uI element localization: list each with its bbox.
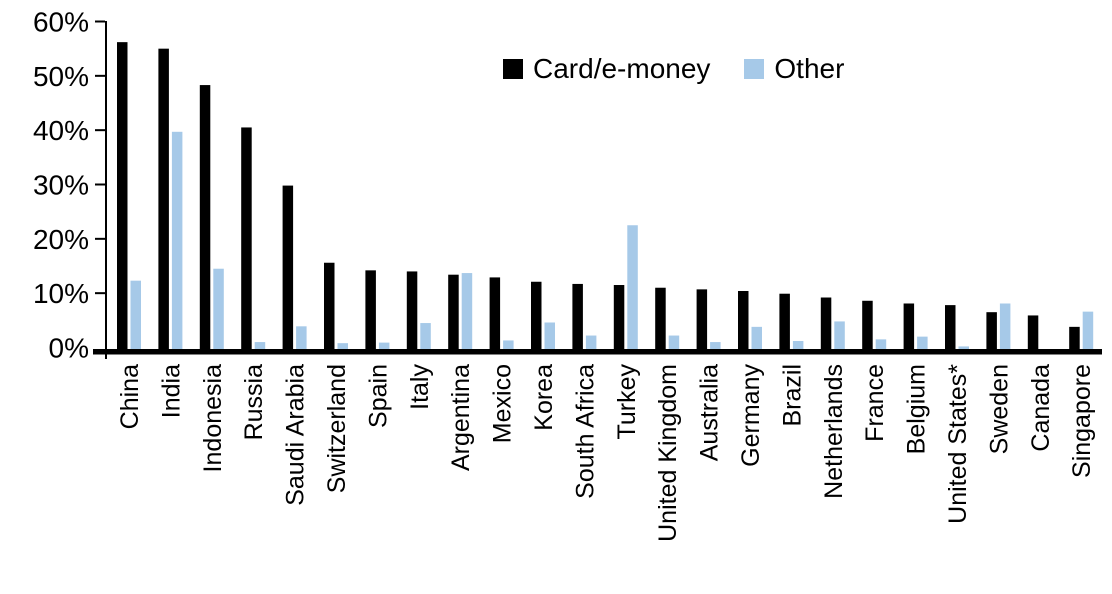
legend-label-other: Other [774,53,845,84]
bar-other [834,321,845,349]
bar-other [751,326,762,349]
category-label: Spain [364,364,392,428]
bar-other [254,342,266,349]
bar-card-e-money [903,303,915,349]
y-axis-label: 60% [33,7,89,38]
category-label: South Africa [571,364,599,499]
category-label: Belgium [903,364,931,454]
other-swatch-icon [744,59,765,79]
bar-other [958,346,969,349]
category-label: Indonesia [199,364,227,473]
y-axis-label: 30% [33,170,89,201]
category-label: China [116,364,144,429]
category-label: Korea [530,364,558,431]
y-axis-tick [95,237,105,240]
bar-other [171,131,183,349]
legend-item-card-e-money: Card/e-money [503,53,710,85]
bar-card-e-money [489,277,501,349]
bar-card-e-money [779,293,790,349]
y-axis-label: 10% [33,278,89,309]
category-label: India [157,364,185,418]
y-axis-tick [95,129,105,132]
bar-card-e-money [1069,326,1080,349]
bar-card-e-money [572,283,583,349]
bar-card-e-money [158,48,169,350]
bar-other [999,303,1011,349]
category-label: Russia [240,364,268,441]
bar-other [544,322,555,349]
category-label: Brazil [778,364,806,427]
bar-card-e-money [655,287,666,349]
bar-other [461,273,473,349]
legend-label-card-e-money: Card/e-money [533,53,711,84]
bar-other [875,339,887,349]
bar-other [668,335,680,349]
category-label: United States* [944,364,972,524]
bar-card-e-money [862,300,873,349]
y-axis-label: 20% [33,224,89,255]
bar-other [585,335,597,349]
bar-other [1082,311,1094,349]
category-label: Netherlands [820,364,848,499]
bar-other [710,342,721,349]
category-label: Germany [737,364,765,467]
category-label: Singapore [1068,364,1096,478]
category-label: Argentina [447,364,475,471]
y-axis-label: 0% [49,333,89,364]
y-axis-tick [95,183,105,186]
y-axis-label: 50% [33,61,89,92]
bar-other [337,343,348,349]
category-label: Italy [406,364,434,410]
bar-card-e-money [531,281,542,349]
bar-card-e-money [820,297,832,349]
bar-card-e-money [117,42,128,349]
y-axis-tick [95,20,105,23]
category-label: Turkey [613,364,641,440]
bar-other [296,326,307,349]
bar-other [378,342,390,349]
bar-card-e-money [613,285,625,349]
bar-card-e-money [738,290,749,349]
bar-card-e-money [241,127,252,349]
category-label: Sweden [985,364,1013,454]
bar-card-e-money [1027,315,1039,349]
category-label: Canada [1027,364,1055,452]
category-label: France [861,364,889,442]
x-axis-origin-tick [105,349,107,359]
bar-other [420,323,431,349]
category-label: Mexico [489,364,517,443]
bar-card-e-money [986,312,997,349]
bar-card-e-money [406,271,418,349]
y-axis-tick [95,74,105,77]
category-label: Switzerland [323,364,351,493]
category-label: Australia [696,364,724,461]
bar-other [917,336,928,349]
category-label: United Kingdom [654,364,682,542]
bar-card-e-money [365,270,376,349]
bar-other [130,280,141,349]
category-label: Saudi Arabia [282,364,310,506]
chart-legend: Card/e-money Other [503,53,844,85]
y-axis-tick [95,292,105,295]
y-axis-label: 40% [33,115,89,146]
legend-item-other: Other [744,53,844,85]
bar-other [627,225,638,349]
bar-card-e-money [696,289,708,349]
bar-card-e-money [448,274,459,349]
card-e-money-swatch-icon [503,59,523,79]
x-axis-line [93,349,1102,355]
bar-card-e-money [945,305,956,349]
bar-card-e-money [199,85,211,349]
bar-other [792,340,804,349]
bar-card-e-money [324,262,335,349]
y-axis-line [105,21,107,351]
bar-other [213,268,224,349]
bar-other [503,340,514,349]
bar-card-e-money [282,185,294,349]
